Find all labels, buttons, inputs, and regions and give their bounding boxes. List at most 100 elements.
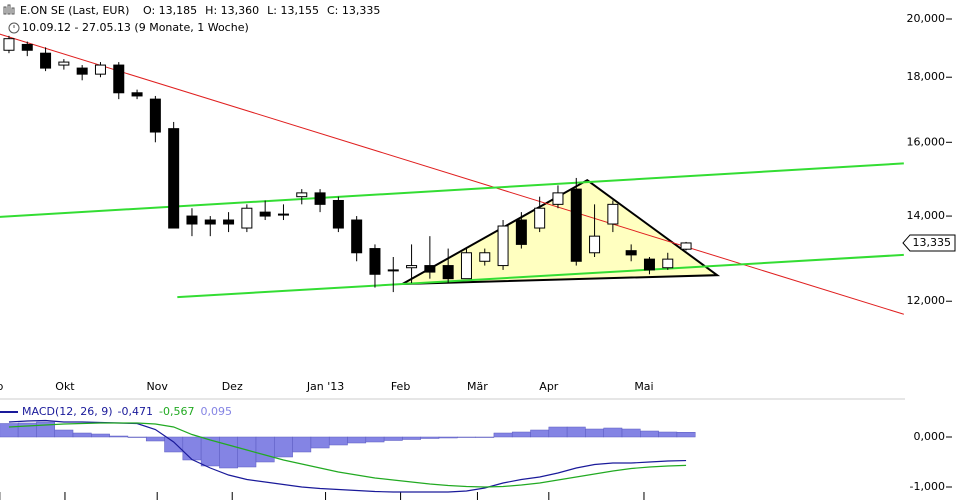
macd-histogram-bar: [310, 436, 330, 449]
macd-histogram-bar: [145, 436, 165, 442]
candle-body: [223, 219, 235, 225]
candle-body: [589, 235, 601, 254]
macd-histogram-bar: [0, 423, 19, 438]
y-tick-label: -1,000: [910, 480, 945, 493]
macd-histogram-bar: [347, 436, 367, 444]
candle-body: [515, 219, 527, 245]
x-tick-label: Mai: [634, 380, 653, 393]
macd-histogram-bar: [566, 426, 586, 438]
macd-histogram-bar: [127, 436, 147, 438]
candle-body: [625, 250, 637, 256]
legend-label: MACD(12, 26, 9): [22, 405, 113, 418]
candle-body: [58, 61, 70, 66]
candle-body: [387, 269, 399, 272]
x-tick-label: Okt: [55, 380, 75, 393]
candle-body: [497, 225, 509, 267]
legend-value: -0,567: [159, 405, 194, 418]
macd-histogram-bar: [182, 436, 202, 461]
candle-body: [442, 265, 454, 280]
trendline: [0, 33, 904, 315]
macd-histogram-bar: [109, 435, 129, 438]
macd-histogram-bar: [438, 436, 458, 439]
x-tick-label: Jan '13: [306, 380, 344, 393]
macd-histogram-bar: [365, 436, 385, 443]
macd-histogram-bar: [328, 436, 348, 446]
candle-body: [406, 265, 418, 269]
candle-body: [534, 207, 546, 229]
macd-histogram-bar: [274, 436, 293, 458]
macd-histogram-bar: [402, 436, 421, 440]
candle-body: [351, 219, 363, 254]
x-tick-label: Feb: [391, 380, 410, 393]
candle-body: [21, 43, 33, 51]
last-price-box: [902, 234, 956, 252]
macd-histogram-bar: [621, 428, 641, 438]
candle-body: [296, 192, 308, 198]
macd-histogram-bar: [640, 430, 659, 438]
y-tick-label: 0,000: [914, 430, 946, 443]
chart-subtitle: 10.09.12 - 27.05.13 (9 Monate, 1 Woche): [22, 21, 249, 34]
macd-line: [8, 422, 687, 488]
candle-body: [552, 192, 564, 205]
candle-body: [369, 248, 381, 275]
macd-histogram-bar: [548, 426, 568, 438]
macd-histogram-bar: [676, 432, 696, 438]
legend-value: 0,095: [200, 405, 232, 418]
y-tick-label: 18,000: [907, 70, 946, 83]
chart-title: E.ON SE (Last, EUR): [20, 4, 129, 17]
macd-histogram-bar: [457, 436, 476, 438]
y-tick-label: 16,000: [907, 135, 946, 148]
macd-histogram-bar: [219, 436, 238, 469]
candle-body: [149, 98, 161, 133]
macd-histogram-bar: [292, 436, 312, 453]
macd-histogram-bar: [72, 432, 92, 438]
last-price-label: 13,335: [913, 236, 952, 249]
macd-histogram-bar: [164, 436, 184, 453]
candle-body: [94, 64, 106, 75]
candle-body: [131, 92, 143, 97]
macd-histogram-bar: [420, 436, 440, 439]
macd-histogram-bar: [585, 428, 604, 438]
candle-body: [168, 128, 180, 229]
candle-body: [424, 265, 436, 273]
candle-body: [277, 213, 289, 216]
candle-body: [186, 215, 198, 225]
x-tick-label: Dez: [222, 380, 243, 393]
macd-histogram-bar: [603, 427, 623, 438]
y-tick-label: 20,000: [907, 12, 946, 25]
ohlc-label: C: 13,335: [327, 4, 380, 17]
candle-body: [662, 258, 674, 269]
legend-value: -0,471: [118, 405, 153, 418]
candle-body: [204, 219, 216, 225]
candle-body: [113, 64, 125, 94]
macd-histogram-bar: [475, 436, 495, 438]
candle-body: [259, 211, 271, 217]
candle-body: [76, 67, 88, 75]
y-tick-label: 12,000: [907, 294, 946, 307]
candle-body: [460, 252, 472, 280]
x-tick-label: Mär: [467, 380, 488, 393]
ohlc-label: O: 13,185: [143, 4, 197, 17]
macd-histogram-bar: [54, 429, 74, 438]
candle-body: [40, 52, 52, 69]
header: E.ON SE (Last, EUR) O: 13,185 H: 13,360 L:…: [3, 4, 380, 34]
x-tick-label: p: [0, 380, 3, 393]
candle-body: [3, 38, 15, 51]
macd-histogram-bar: [511, 431, 531, 438]
x-tick-label: Nov: [146, 380, 168, 393]
candle-body: [332, 199, 344, 229]
clock-icon[interactable]: [8, 22, 20, 34]
macd-histogram-bar: [255, 436, 275, 463]
candle-body: [241, 207, 253, 229]
settings-icon[interactable]: [3, 4, 15, 15]
macd-histogram-bar: [530, 429, 550, 438]
ohlc-label: L: 13,155: [267, 4, 319, 17]
x-tick-label: Apr: [539, 380, 559, 393]
macd-histogram-bar: [91, 433, 110, 438]
candle-body: [607, 203, 619, 225]
candle-body: [314, 192, 326, 205]
macd-histogram-bar: [493, 432, 513, 438]
macd-histogram-bar: [383, 436, 403, 441]
candle-body: [570, 188, 582, 262]
